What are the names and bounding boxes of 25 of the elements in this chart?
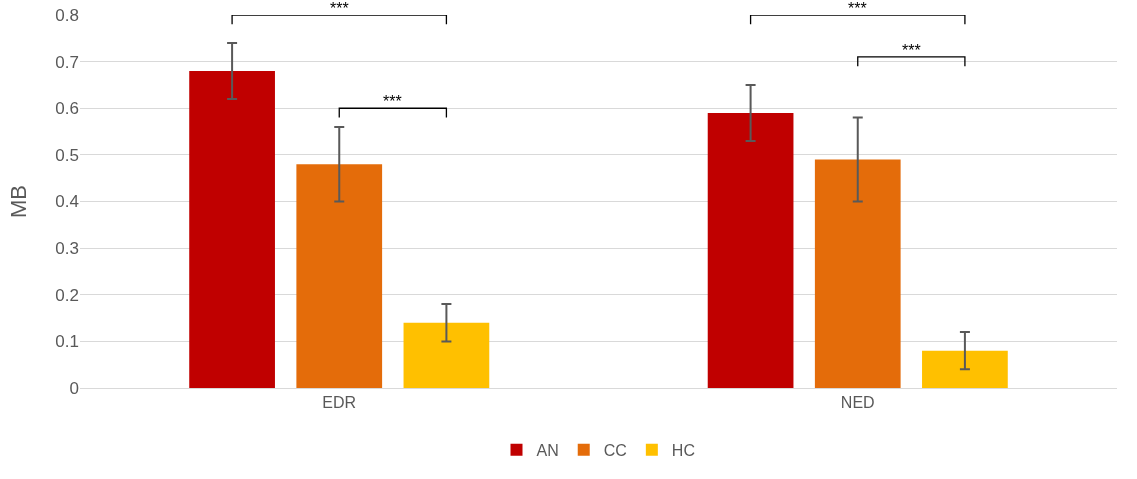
y-tick-label: 0.7 [55,52,79,72]
y-tick-label: 0 [69,378,79,398]
x-tick-label: EDR [322,394,357,412]
bar [189,70,275,388]
y-axis-title: MB [6,185,31,218]
bar [707,112,794,388]
bar [814,159,901,388]
bar [403,322,490,388]
y-tick-label: 0.2 [55,285,79,305]
y-tick-label: 0.3 [55,239,79,259]
annotation: *** [902,42,921,59]
bar [922,350,1008,388]
y-tick-label: 0.1 [55,332,79,352]
y-tick-label: 0.6 [55,99,79,119]
y-tick-label: 0.5 [55,145,79,165]
annotation: *** [383,93,402,110]
y-tick-label: 0.8 [55,5,79,25]
bar [296,164,383,388]
x-tick-label: NED [840,394,875,412]
legend-label: HC [671,441,695,459]
annotation: *** [330,0,349,17]
y-tick-label: 0.4 [55,192,79,212]
legend-label: CC [603,441,627,459]
legend-label: AN [536,441,559,459]
annotation: *** [848,0,867,17]
